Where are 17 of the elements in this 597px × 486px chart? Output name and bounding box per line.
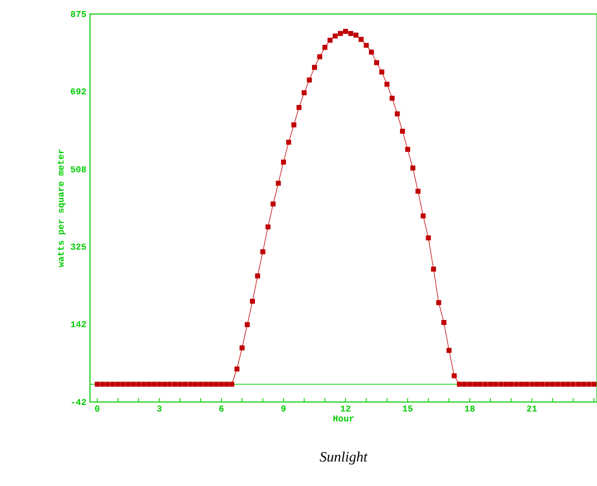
y-tick-label: 142 [70, 321, 86, 328]
y-tick-label: -42 [72, 399, 86, 405]
y-tick-label: 875 [70, 10, 86, 18]
x-tick-label: 15 [402, 406, 413, 412]
y-axis-title: watts per square meter [58, 149, 66, 268]
x-axis-title: Hour [333, 415, 354, 422]
x-tick-label: 21 [526, 406, 537, 412]
x-tick-label: 9 [281, 406, 286, 412]
text: Sunlight [320, 452, 368, 465]
y-tick-label: 508 [70, 166, 86, 172]
y-tick-label: 325 [70, 244, 86, 250]
x-tick-label: 6 [219, 406, 224, 412]
x-tick-label: 3 [157, 406, 162, 412]
x-tick-label: 12 [340, 406, 350, 412]
x-tick-label: 18 [464, 406, 475, 412]
x-tick-label: 0 [95, 406, 100, 412]
y-tick-label: 692 [70, 88, 86, 94]
